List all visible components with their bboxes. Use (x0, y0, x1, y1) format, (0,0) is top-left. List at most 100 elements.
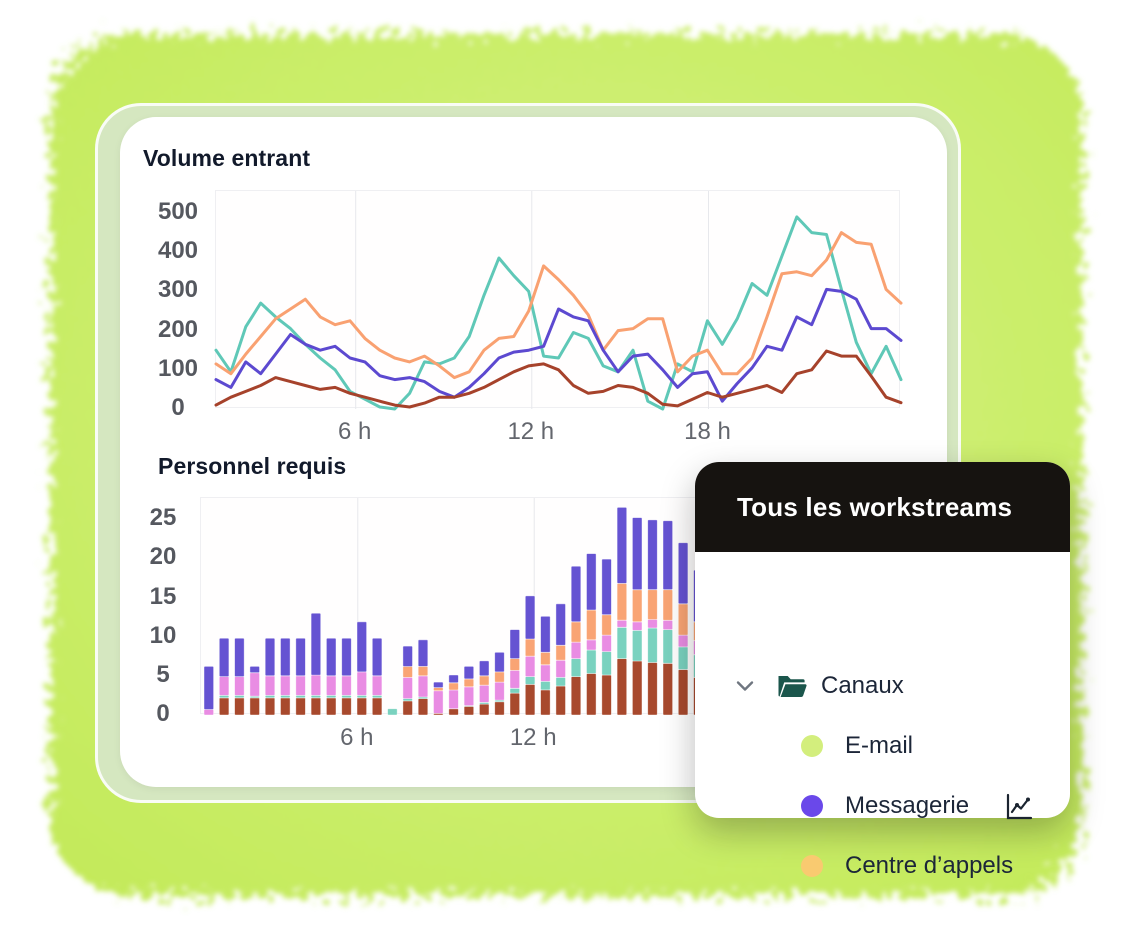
bar-segment-pink (478, 684, 490, 703)
bar-segment-teal (387, 708, 398, 716)
bar-segment-purple (555, 603, 566, 646)
bar-segment-purple (647, 519, 658, 590)
bar-segment-brick (677, 669, 689, 716)
line-chart-icon[interactable] (1004, 792, 1034, 822)
line-series-purple (214, 287, 903, 403)
bar-segment-purple (264, 637, 276, 677)
bar-segment-teal (586, 649, 597, 674)
bar-segment-pink (341, 675, 352, 696)
bar-segment-orange (478, 675, 490, 686)
y-tick-label: 0 (171, 394, 185, 421)
y-tick-label: 400 (157, 237, 199, 265)
bar-segment-pink (417, 675, 429, 698)
bar-segment-brick (570, 676, 582, 716)
x-tick-label: 6 h (338, 418, 372, 445)
bar-segment-teal (509, 687, 521, 694)
bar-segment-pink (264, 675, 276, 696)
x-tick-label: 12 h (507, 418, 555, 445)
bar-segment-pink (509, 669, 521, 689)
open-folder-icon (778, 676, 807, 698)
bar-segment-brick (647, 662, 658, 716)
workstreams-panel: Tous les workstreams Canaux E-mail Messa… (695, 462, 1070, 879)
bar-segment-teal (616, 626, 628, 660)
x-tick-label: 6 h (340, 724, 374, 751)
bar-segment-orange (540, 651, 551, 666)
bar-segment-pink (540, 664, 551, 682)
bar-segment-pink (570, 641, 582, 660)
bar-segment-purple (341, 637, 352, 677)
bar-segment-brick (417, 698, 429, 716)
bar-segment-orange (647, 589, 658, 620)
bar-segment-purple (478, 660, 490, 677)
bar-segment-brick (662, 662, 674, 716)
bar-segment-brick (494, 701, 505, 716)
bar-segment-brick (218, 697, 230, 716)
bar-segment-pink (295, 675, 306, 696)
bar-segment-purple (310, 612, 322, 676)
bar-segment-purple (356, 621, 368, 673)
bar-segment-brick (249, 697, 260, 716)
bar-segment-orange (631, 589, 643, 623)
bar-segment-pink (448, 689, 459, 710)
bar-segment-orange (402, 665, 413, 678)
workstream-item-messagerie[interactable]: Messagerie (695, 789, 1070, 823)
bar-segment-purple (662, 520, 674, 591)
workstreams-panel-title: Tous les workstreams (737, 491, 1013, 522)
line-series-teal (214, 215, 903, 411)
bar-segment-pink (616, 619, 628, 628)
chevron-down-icon[interactable] (733, 674, 757, 698)
bar-segment-teal (647, 627, 658, 663)
workstream-item-centre-appels[interactable]: Centre d’appels (695, 849, 1070, 883)
line-series-orange (214, 231, 903, 380)
volume-chart: 0 100 200 300 400 500 6 h 12 h 18 h (158, 190, 903, 445)
bar-segment-brick (326, 697, 337, 716)
bar-segment-brick (402, 700, 413, 716)
bar-segment-orange (509, 658, 521, 671)
bar-segment-orange (463, 678, 475, 688)
y-tick-label: 200 (157, 315, 199, 343)
bar-segment-teal (677, 646, 689, 670)
messagerie-color-dot (801, 795, 823, 817)
bar-segment-teal (570, 658, 582, 678)
bar-segment-orange (494, 671, 505, 683)
x-tick-label: 18 h (684, 418, 731, 445)
bar-segment-pink (234, 676, 245, 696)
y-tick-label: 25 (149, 504, 177, 532)
bar-segment-purple (433, 681, 444, 689)
bar-segment-pink (402, 676, 413, 699)
bar-segment-orange (662, 589, 674, 621)
workstream-item-email-label: E-mail (845, 732, 914, 759)
bar-segment-teal (555, 676, 566, 687)
bar-segment-pink (555, 659, 566, 678)
bar-segment-purple (203, 665, 215, 710)
bar-segment-purple (570, 565, 582, 623)
bar-segment-orange (448, 682, 459, 691)
y-tick-label: 20 (149, 543, 177, 571)
tree-item-canaux[interactable]: Canaux (695, 669, 1070, 703)
bar-segment-pink (310, 674, 322, 696)
bar-segment-pink (218, 676, 230, 696)
bar-segment-orange (586, 609, 597, 641)
bar-segment-purple (326, 637, 337, 677)
volume-chart-plot (214, 190, 903, 411)
bar-segment-brick (356, 697, 368, 716)
workstreams-panel-header: Tous les workstreams (695, 462, 1070, 552)
bar-segment-purple (616, 506, 628, 584)
bar-segment-teal (631, 629, 643, 662)
bar-segment-teal (662, 629, 674, 664)
bar-segment-pink (647, 619, 658, 629)
bar-segment-pink (371, 675, 383, 696)
bar-segment-purple (218, 637, 230, 677)
bar-segment-pink (524, 655, 536, 677)
bar-segment-brick (463, 705, 475, 716)
bar-segment-teal (540, 680, 551, 691)
bar-segment-purple (631, 517, 643, 591)
bar-segment-pink (586, 639, 597, 651)
workstream-item-email[interactable]: E-mail (695, 729, 1070, 763)
bar-segment-purple (509, 629, 521, 660)
bar-segment-purple (448, 674, 459, 684)
bar-segment-pink (249, 672, 260, 697)
bar-segment-brick (448, 708, 459, 716)
bar-segment-purple (371, 637, 383, 677)
